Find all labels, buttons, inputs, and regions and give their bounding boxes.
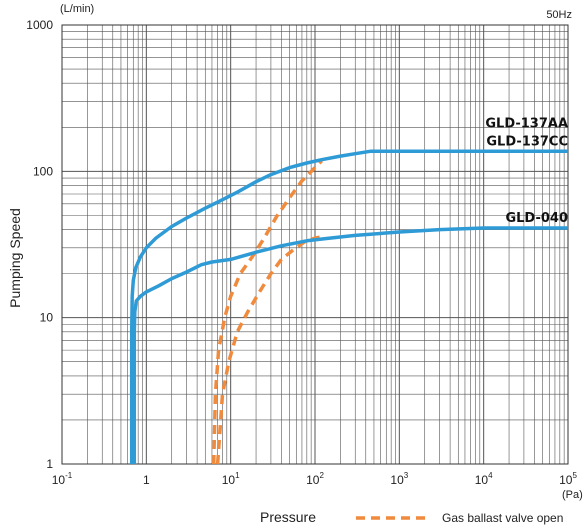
x-tick-label: 103 (390, 471, 408, 487)
x-tick-label: 105 (559, 471, 577, 487)
x-tick-label: 1 (143, 473, 150, 487)
series-lines (129, 149, 568, 464)
x-tick-label: 10-1 (52, 471, 73, 487)
x-tick-label: 104 (475, 471, 493, 487)
frequency-label: 50Hz (546, 9, 572, 21)
chart-grid (61, 25, 568, 465)
y-axis-title: Pumping Speed (7, 208, 23, 308)
y-unit: (L/min) (60, 3, 94, 15)
legend: Gas ballast valve open (356, 511, 563, 525)
gas-ballast-curve (211, 159, 323, 465)
gas-ballast-curve (215, 234, 325, 465)
x-unit: (Pa) (562, 489, 583, 501)
legend-gas-ballast-label: Gas ballast valve open (442, 511, 563, 525)
series-label: GLD-040 (505, 211, 568, 226)
series-label: GLD-137CC (486, 134, 568, 149)
y-tick-label: 1 (46, 457, 53, 471)
y-tick-label: 1000 (26, 18, 53, 32)
series-label: GLD-137AA (485, 116, 568, 131)
plot-frame (61, 24, 569, 465)
y-tick-label: 10 (40, 311, 54, 325)
x-tick-label: 101 (222, 471, 240, 487)
series-line (132, 226, 568, 464)
y-tick-label: 100 (33, 164, 53, 178)
x-axis-title: Pressure (260, 509, 316, 525)
series-labels: GLD-137AA GLD-137CC GLD-040 (485, 116, 568, 226)
series-line (129, 149, 568, 464)
gas-ballast-curves (211, 159, 325, 465)
x-tick-label: 102 (306, 471, 324, 487)
